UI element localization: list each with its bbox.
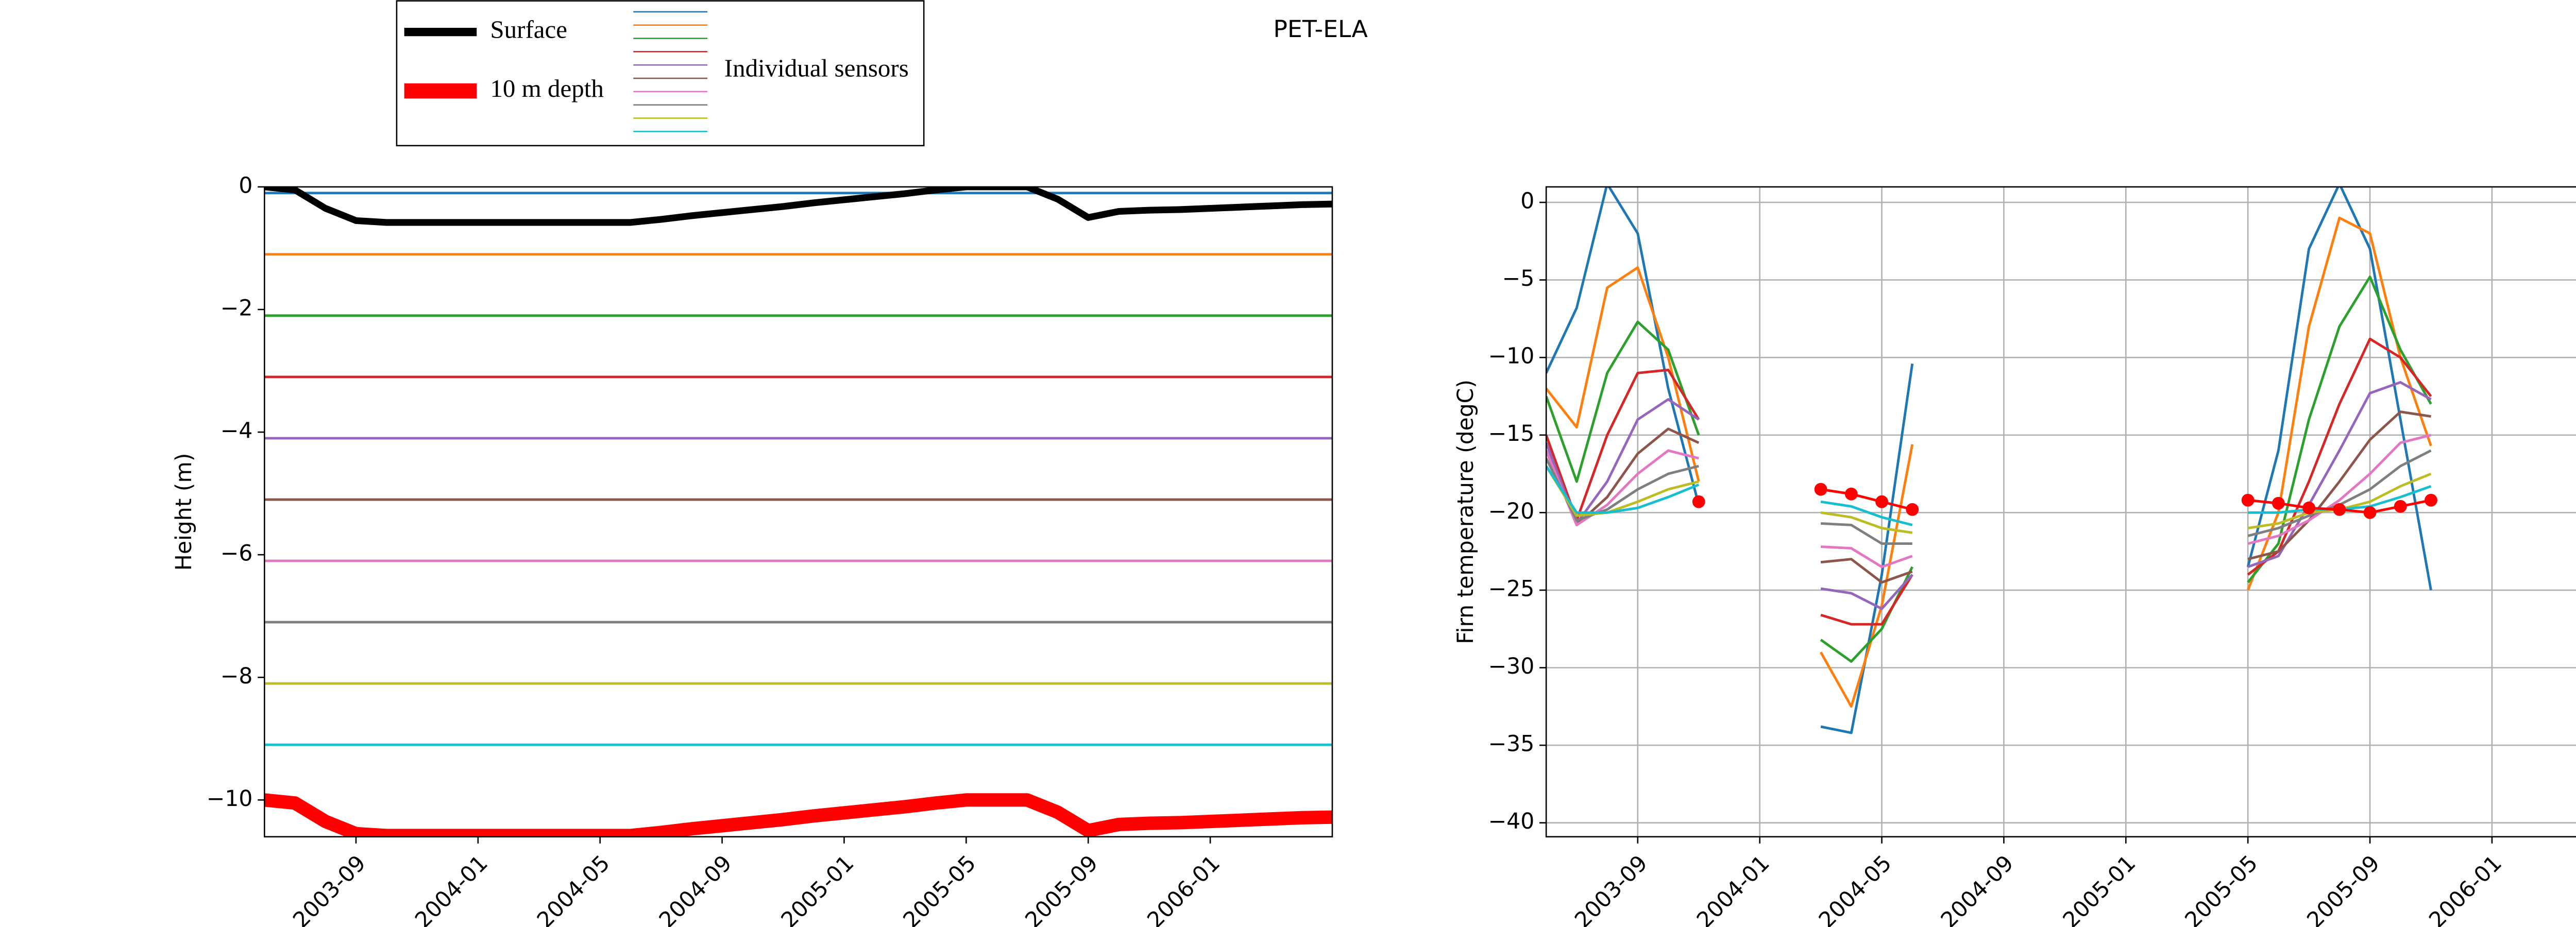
y-tick-label: −4 — [221, 419, 253, 444]
marker — [1906, 503, 1919, 516]
marker — [2333, 503, 2346, 516]
legend-label: 10 m depth — [490, 74, 604, 102]
y-tick-label: −6 — [221, 541, 253, 566]
plot-frame — [1545, 186, 2576, 838]
marker — [2241, 493, 2255, 507]
y-tick-label: −5 — [1502, 266, 1535, 291]
marker — [2272, 496, 2285, 510]
marker — [2302, 501, 2316, 514]
series-line — [1546, 337, 2432, 626]
series-line — [1546, 276, 2432, 663]
series-line — [1546, 434, 2432, 569]
legend-label: Surface — [490, 15, 567, 43]
legend-label: Individual sensors — [724, 54, 909, 82]
marker — [2363, 506, 2377, 519]
plot-frame — [264, 186, 1333, 838]
series-line — [1546, 465, 2432, 526]
marker — [1844, 487, 1858, 501]
marker — [2394, 500, 2407, 513]
y-tick-label: −30 — [1488, 654, 1535, 679]
marker — [1814, 483, 1827, 496]
series-line — [264, 793, 1332, 837]
series-line — [1546, 216, 2432, 708]
y-tick-label: 0 — [1520, 188, 1534, 214]
y-axis-label: Height (m) — [172, 453, 197, 571]
series-line — [1546, 381, 2432, 610]
y-tick-label: −10 — [207, 786, 253, 812]
y-axis-label: Firn temperature (degC) — [1453, 380, 1479, 644]
y-tick-label: −10 — [1488, 344, 1535, 369]
marker — [1692, 495, 1705, 508]
y-tick-label: −20 — [1488, 499, 1535, 524]
y-tick-label: −35 — [1488, 732, 1535, 757]
y-tick-label: −40 — [1488, 809, 1535, 834]
series-line — [1546, 410, 2431, 584]
y-tick-label: −25 — [1488, 576, 1535, 602]
series-line — [1546, 465, 2432, 534]
figure-title: PET-ELA — [1273, 15, 1368, 43]
y-tick-label: 0 — [239, 173, 252, 198]
series-line — [1546, 449, 2432, 545]
marker — [2425, 493, 2437, 507]
series-line — [264, 186, 1332, 226]
legend: Surface 10 m depth Individual sensors — [396, 0, 925, 147]
y-tick-label: −8 — [221, 664, 253, 689]
marker — [1875, 495, 1888, 508]
y-tick-label: −15 — [1488, 421, 1535, 447]
y-tick-label: −2 — [221, 296, 253, 321]
